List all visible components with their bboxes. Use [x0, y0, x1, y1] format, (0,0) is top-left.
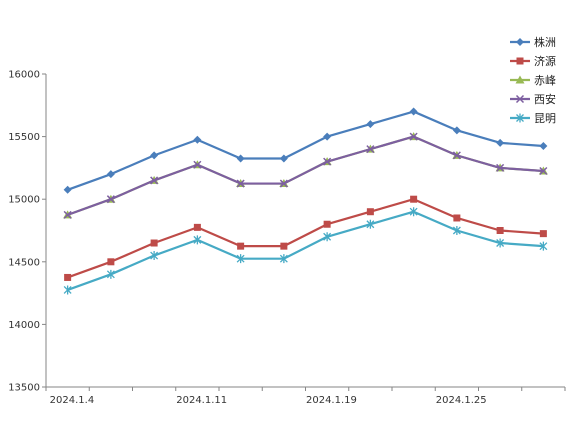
data-point: [63, 210, 72, 219]
data-point: [496, 138, 505, 147]
legend-label: 株洲: [534, 35, 556, 49]
data-point: [193, 223, 201, 231]
series-line: [67, 198, 544, 279]
data-point: [323, 232, 332, 242]
data-point: [63, 285, 72, 295]
legend-marker: [515, 75, 525, 84]
legend-marker: [516, 113, 524, 123]
x-tick-label: 2024.1.11: [176, 395, 227, 406]
legend-item: 昆明: [510, 112, 556, 125]
data-point: [107, 258, 115, 266]
series-line: [67, 210, 544, 292]
series-1: [63, 107, 548, 194]
data-point: [237, 242, 245, 250]
series-lines: [63, 107, 548, 295]
data-point: [236, 254, 245, 264]
data-point: [539, 241, 548, 251]
y-tick-label: 16000: [8, 70, 40, 81]
data-point: [150, 251, 159, 261]
series-5: [63, 207, 548, 295]
data-point: [452, 151, 461, 160]
data-point: [106, 170, 115, 179]
data-point: [150, 151, 159, 160]
legend-item: 济源: [510, 54, 556, 68]
y-tick-label: 15500: [8, 132, 40, 143]
data-point: [323, 157, 332, 166]
legend-label: 赤峰: [534, 74, 556, 87]
data-point: [496, 238, 505, 248]
data-point: [453, 214, 461, 222]
data-point: [496, 163, 505, 172]
data-point: [452, 226, 461, 235]
y-tick-label: 14500: [8, 257, 40, 268]
y-tick-label: 13500: [8, 383, 40, 394]
data-point: [106, 195, 115, 204]
series-4: [63, 132, 548, 219]
legend-item: 赤峰: [510, 74, 556, 87]
data-point: [323, 220, 331, 228]
data-point: [150, 239, 158, 247]
data-point: [539, 166, 548, 176]
data-point: [279, 154, 288, 163]
x-tick-label: 2024.1.25: [436, 395, 487, 406]
legend-item: 株洲: [510, 35, 556, 49]
data-point: [193, 160, 202, 169]
legend-label: 西安: [534, 92, 556, 106]
data-point: [63, 185, 72, 194]
data-point: [410, 195, 418, 203]
legend-marker: [516, 38, 524, 46]
data-point: [496, 227, 504, 234]
series-2: [64, 195, 547, 281]
axes: [45, 74, 565, 388]
y-tick-label: 15000: [8, 195, 40, 206]
data-point: [279, 179, 288, 188]
data-point: [193, 235, 202, 245]
data-point: [106, 269, 115, 279]
legend-label: 昆明: [534, 112, 556, 125]
data-point: [323, 132, 332, 141]
data-point: [409, 107, 418, 116]
legend-label: 济源: [534, 54, 556, 68]
y-tick-label: 14000: [8, 320, 40, 331]
data-point: [409, 132, 418, 141]
x-tick-label: 2024.1.4: [50, 395, 95, 406]
data-point: [452, 126, 461, 135]
data-point: [193, 135, 202, 144]
data-point: [366, 219, 375, 229]
x-axis-ticks: 2024.1.4 2024.1.11 2024.1.19 2024.1.25: [45, 387, 566, 406]
series-line: [67, 110, 544, 191]
data-point: [236, 179, 245, 188]
data-point: [366, 145, 375, 154]
legend-marker: [515, 94, 525, 104]
legend-item: 西安: [510, 92, 556, 106]
legend-marker: [516, 57, 524, 65]
series-line: [67, 135, 544, 216]
data-point: [64, 273, 72, 281]
data-point: [279, 254, 288, 264]
y-axis-ticks: 13500 14000 14500 15000 15500 16000: [8, 70, 46, 394]
data-point: [366, 208, 374, 216]
x-tick-label: 2024.1.19: [306, 395, 357, 406]
data-point: [539, 141, 548, 150]
data-point: [366, 120, 375, 129]
data-point: [409, 207, 418, 217]
data-point: [236, 154, 245, 163]
series-3: [63, 132, 548, 219]
data-point: [539, 230, 547, 238]
data-point: [150, 176, 159, 185]
data-point: [280, 242, 288, 250]
